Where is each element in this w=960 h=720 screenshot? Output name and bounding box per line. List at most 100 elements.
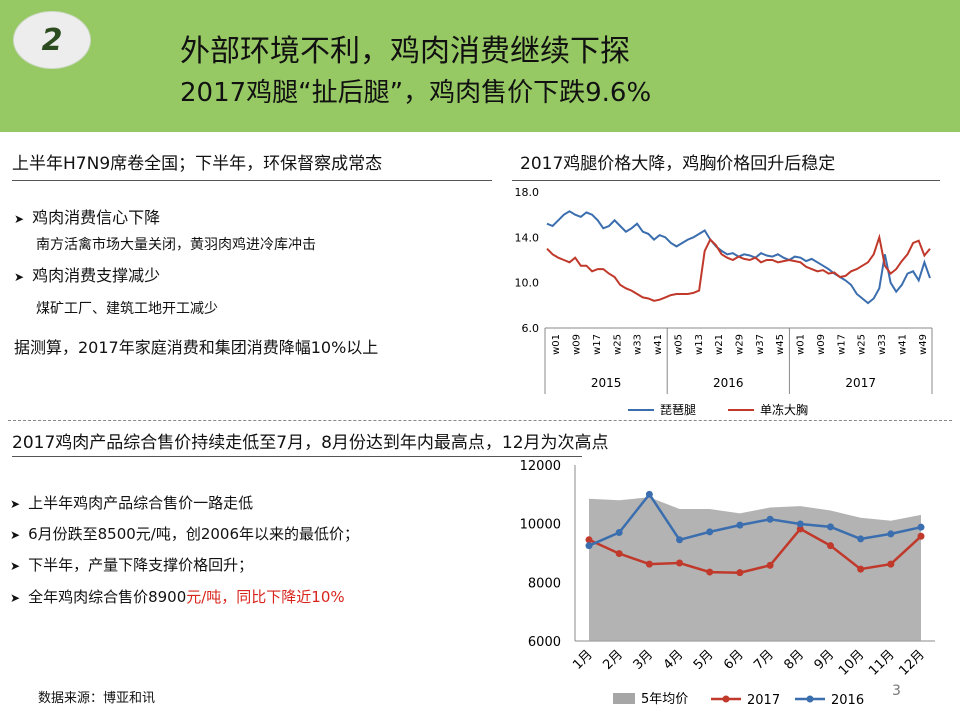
bullet-subtext: 南方活禽市场大量关闭，黄羽肉鸡进冷库冲击 [36, 237, 316, 253]
data-point-2017 [676, 559, 684, 567]
bullet-text: 鸡肉消费支撑减少 [32, 266, 161, 285]
bullet-item: ➤ 上半年鸡肉产品综合售价一路走低 [10, 492, 253, 513]
x-tick-label: w41 [653, 334, 664, 355]
arrow-bullet-icon: ➤ [10, 559, 21, 573]
x-tick-label: 10月 [836, 647, 867, 678]
bullet-text: 6月份跌至8500元/吨，创2006年以来的最低价； [28, 525, 360, 543]
x-tick-label: 4月 [661, 647, 687, 673]
bullet-text: 下半年，产量下降支撑价格回升； [28, 556, 254, 574]
right-top-rule [512, 180, 940, 181]
bullet-text: 全年鸡肉综合售价8900 [28, 588, 187, 606]
slide-subtitle: 2017鸡腿“扯后腿”，鸡肉售价下跌9.6% [180, 78, 652, 108]
bullet-item: ➤ 鸡肉消费支撑减少 [14, 262, 160, 286]
bullet-text-highlight: 元/吨，同比下降近10% [186, 588, 345, 606]
arrow-bullet-icon: ➤ [10, 497, 21, 511]
data-point-2016 [796, 520, 804, 528]
arrow-bullet-icon: ➤ [10, 591, 21, 605]
x-tick-label: w25 [857, 334, 868, 355]
x-tick-label: w01 [551, 334, 562, 355]
data-point-2017 [645, 560, 653, 568]
x-tick-label: w25 [612, 334, 623, 355]
year-label: 2015 [591, 376, 622, 390]
x-tick-label: w21 [714, 334, 725, 355]
x-tick-label: w17 [592, 334, 603, 355]
data-point-2017 [706, 568, 714, 576]
x-tick-label: w33 [633, 334, 644, 355]
data-point-2016 [706, 528, 714, 536]
y-tick-label: 6000 [528, 635, 561, 650]
legend-label: 2016 [831, 693, 864, 708]
y-tick-label: 12000 [520, 459, 561, 474]
data-point-2017 [826, 542, 834, 550]
section-divider [8, 420, 952, 421]
data-point-2016 [585, 542, 593, 550]
bullet-item: ➤ 鸡肉消费信心下降 [14, 204, 160, 228]
data-point-2016 [766, 515, 774, 523]
data-point-2017 [766, 561, 774, 569]
data-point-2017 [857, 565, 865, 573]
left-top-rule [12, 180, 492, 181]
legend-label: 琵琶腿 [660, 403, 696, 417]
x-tick-label: w37 [755, 334, 766, 355]
bullet-text: 鸡肉消费信心下降 [32, 208, 161, 227]
x-tick-label: w49 [918, 334, 929, 355]
legend-label: 单冻大胸 [760, 402, 808, 417]
bullet-item: ➤ 全年鸡肉综合售价8900元/吨，同比下降近10% [10, 586, 345, 607]
x-tick-label: 3月 [631, 647, 657, 673]
data-point-2017 [796, 525, 804, 533]
bottom-rule [12, 456, 582, 457]
slide-header: 2 外部环境不利，鸡肉消费继续下探 2017鸡腿“扯后腿”，鸡肉售价下跌9.6% [0, 0, 960, 132]
bullet-subtext: 煤矿工厂、建筑工地开工减少 [36, 301, 218, 317]
data-point-2016 [736, 521, 744, 529]
data-point-2017 [585, 536, 593, 544]
x-tick-label: w41 [897, 334, 908, 355]
x-tick-label: 5月 [691, 647, 717, 673]
x-tick-label: w29 [735, 334, 746, 355]
estimate-note: 据测算，2017年家庭消费和集团消费降幅10%以上 [14, 338, 379, 357]
x-tick-label: 2月 [600, 647, 626, 673]
y-tick-label: 10.0 [515, 277, 540, 290]
x-tick-label: w09 [816, 334, 827, 355]
x-tick-label: 12月 [896, 647, 927, 678]
legend-label: 2017 [747, 693, 780, 708]
bullet-item: ➤ 下半年，产量下降支撑价格回升； [10, 554, 253, 575]
bullet-item: ➤ 6月份跌至8500元/吨，创2006年以来的最低价； [10, 523, 359, 544]
data-point-2016 [826, 523, 834, 531]
slide-title: 外部环境不利，鸡肉消费继续下探 [180, 34, 630, 69]
y-tick-label: 18.0 [515, 186, 540, 199]
data-point-2016 [887, 530, 895, 538]
arrow-bullet-icon: ➤ [14, 270, 25, 284]
y-tick-label: 10000 [520, 518, 561, 533]
arrow-bullet-icon: ➤ [14, 212, 25, 226]
right-top-heading: 2017鸡腿价格大降，鸡胸价格回升后稳定 [520, 154, 836, 174]
data-point-2016 [676, 536, 684, 544]
y-tick-label: 8000 [528, 576, 561, 591]
data-point-2016 [857, 535, 865, 543]
x-tick-label: w13 [694, 334, 705, 355]
data-point-2016 [615, 528, 623, 536]
arrow-bullet-icon: ➤ [10, 528, 21, 542]
slide-number-badge: 2 [13, 11, 91, 69]
series-line-2016 [588, 492, 922, 547]
x-tick-label: w05 [673, 334, 684, 355]
data-point-2016 [645, 490, 653, 498]
data-point-2017 [736, 569, 744, 577]
year-label: 2016 [713, 376, 744, 390]
data-point-2016 [917, 523, 925, 531]
weekly-price-chart: 18.0 14.0 10.0 6.0 w01 w09 w17 w25 w33 w41 w05 w13 w… [515, 186, 933, 417]
legend-marker [722, 695, 730, 703]
series-line-breast [546, 233, 931, 302]
x-tick-label: w45 [775, 334, 786, 355]
left-top-heading: 上半年H7N9席卷全国；下半年，环保督察成常态 [12, 154, 383, 174]
legend-marker [806, 695, 814, 703]
x-tick-label: w17 [836, 334, 847, 355]
y-tick-label: 6.0 [522, 322, 540, 335]
x-tick-label: 7月 [751, 647, 777, 673]
page-number: 3 [892, 683, 901, 699]
x-tick-label: w33 [877, 334, 888, 355]
data-source: 数据来源：博亚和讯 [38, 691, 156, 706]
data-point-2017 [887, 560, 895, 568]
x-tick-label: 8月 [781, 647, 807, 673]
y-tick-label: 14.0 [515, 231, 540, 244]
